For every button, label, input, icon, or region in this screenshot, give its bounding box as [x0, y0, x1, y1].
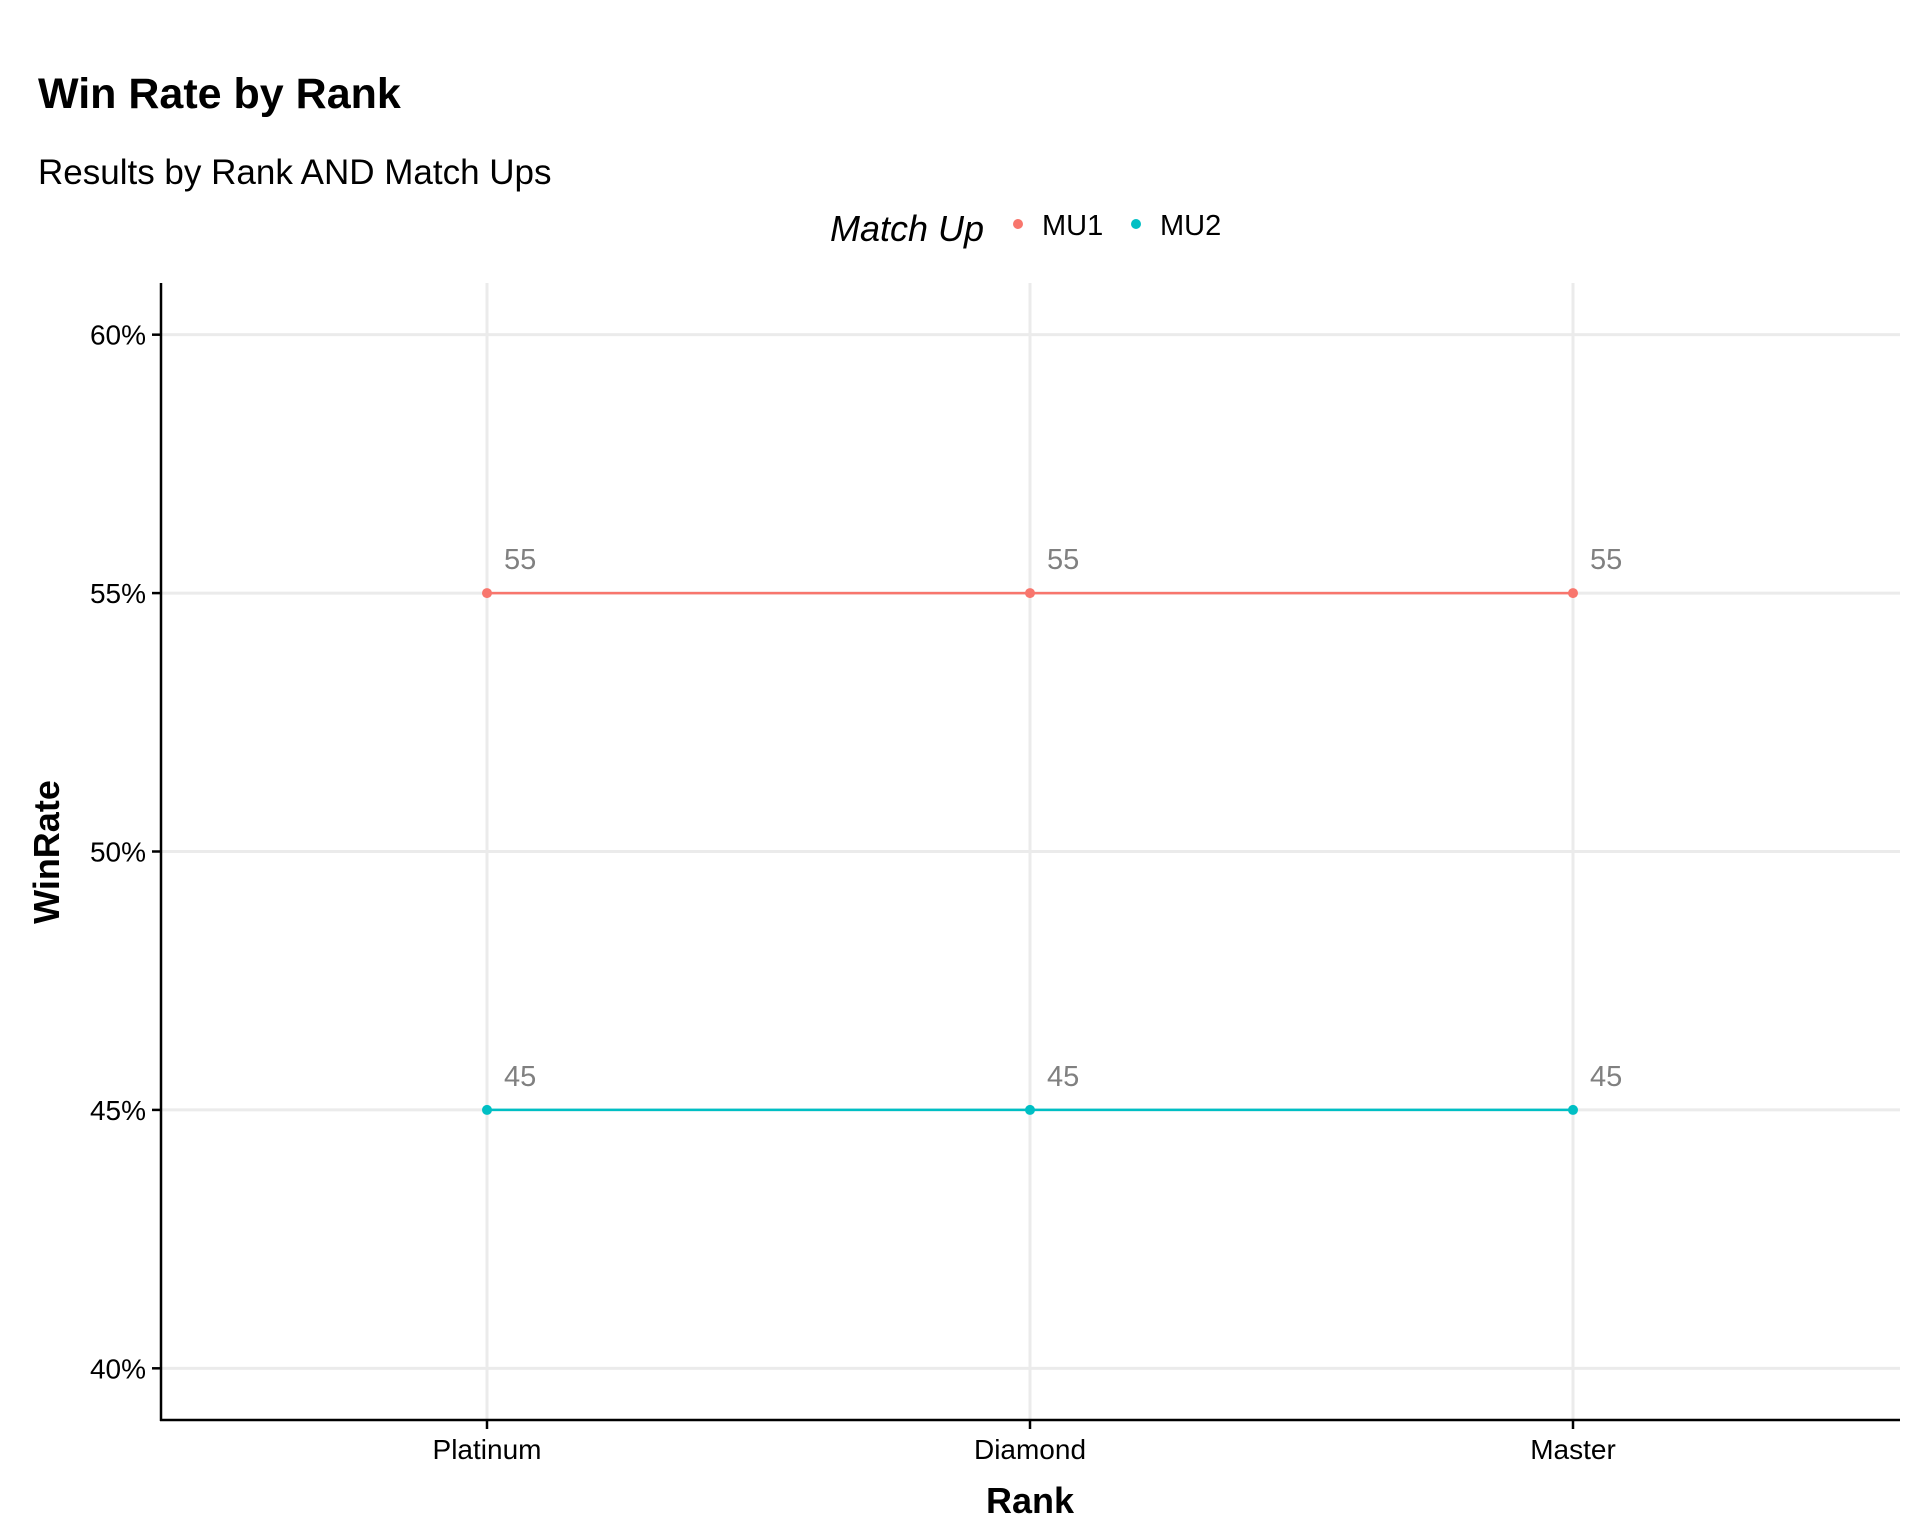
tick-labels: 40% 45% 50% 55% 60% Platinum Diamond Master	[90, 320, 1616, 1465]
data-point-mu2	[1568, 1104, 1578, 1115]
legend-label-mu1: MU1	[1042, 210, 1103, 242]
data-label-mu1: 55	[504, 544, 536, 576]
axes	[152, 283, 1900, 1429]
y-tick-label: 45%	[90, 1095, 146, 1126]
data-label-mu2: 45	[504, 1061, 536, 1093]
y-tick-label: 40%	[90, 1353, 146, 1384]
data-label-mu2: 45	[1047, 1061, 1079, 1093]
data-point-mu1	[1025, 588, 1035, 599]
data-point-mu2	[1025, 1104, 1035, 1115]
legend-key-mu2	[1131, 219, 1141, 229]
data-label-mu1: 55	[1047, 544, 1079, 576]
y-tick-label: 55%	[90, 578, 146, 609]
x-axis-title: Rank	[986, 1480, 1075, 1521]
x-tick-label: Platinum	[433, 1434, 542, 1465]
data-point-mu1	[482, 588, 492, 599]
x-tick-label: Master	[1530, 1434, 1616, 1465]
data-point-mu2	[482, 1104, 492, 1115]
y-axis-title: WinRate	[26, 780, 67, 924]
y-tick-label: 60%	[90, 320, 146, 351]
grid	[161, 283, 1900, 1420]
y-tick-label: 50%	[90, 837, 146, 868]
legend-title: Match Up	[830, 208, 984, 249]
series-group: 55 55 55 45 45 45	[482, 544, 1622, 1115]
data-label-mu1: 55	[1590, 544, 1622, 576]
data-label-mu2: 45	[1590, 1061, 1622, 1093]
chart-subtitle: Results by Rank AND Match Ups	[38, 153, 552, 192]
chart-title: Win Rate by Rank	[38, 70, 401, 118]
legend: Match Up MU1 MU2	[830, 208, 1221, 249]
x-tick-label: Diamond	[974, 1434, 1086, 1465]
data-point-mu1	[1568, 588, 1578, 599]
legend-label-mu2: MU2	[1160, 210, 1221, 242]
legend-key-mu1	[1013, 219, 1023, 229]
